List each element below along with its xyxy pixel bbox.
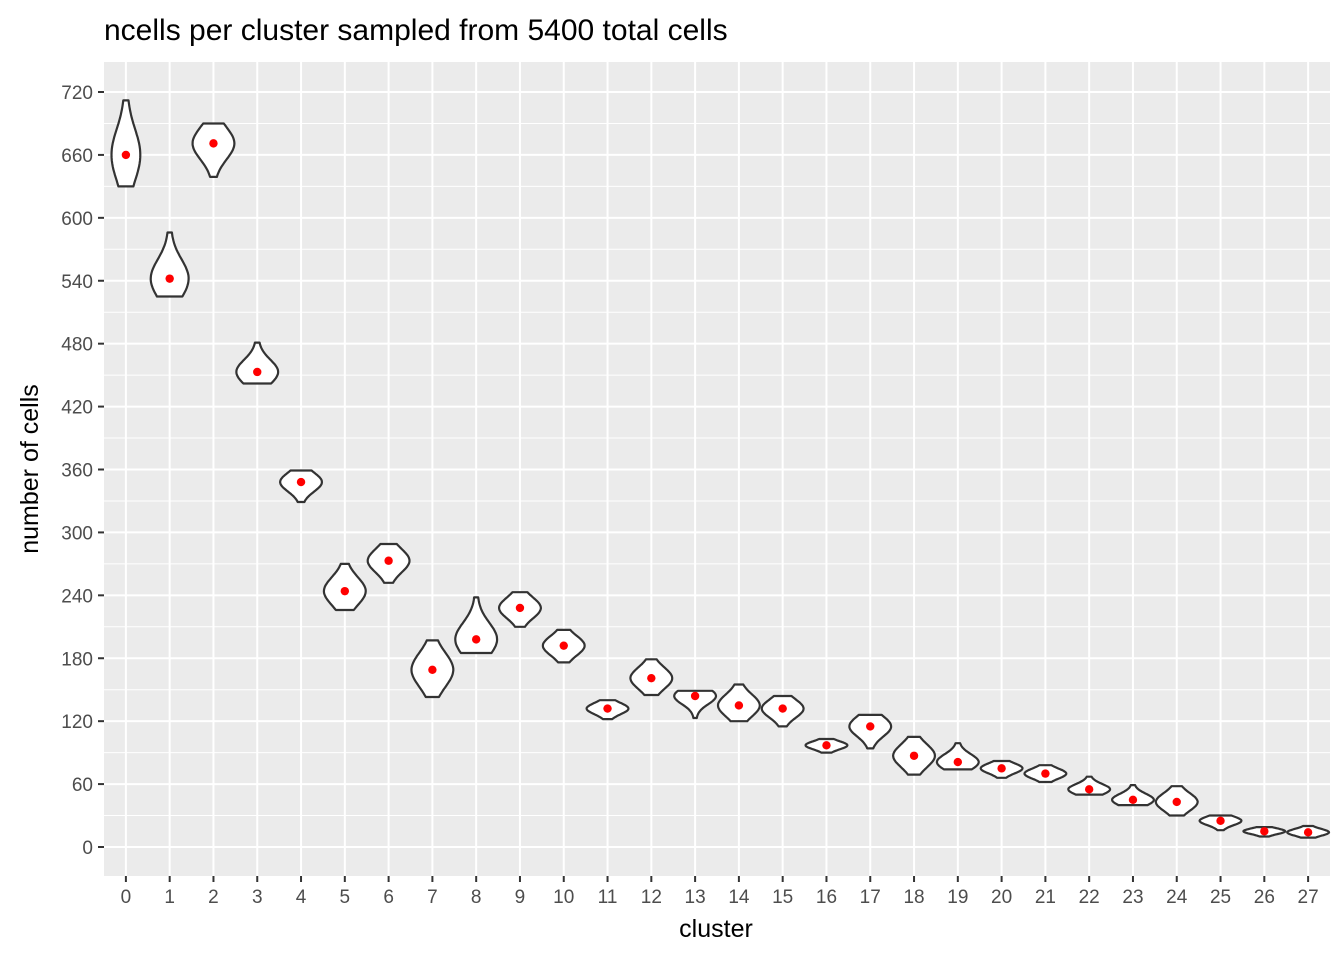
median-point-cluster-14 xyxy=(734,701,744,710)
x-tick-label: 17 xyxy=(860,887,881,908)
x-axis: 0 1 2 3 4 5 6 7 8 9 10 11 12 13 14 15 16 17 18 19 20 21 22 23 24… xyxy=(121,876,1319,908)
median-point-cluster-5 xyxy=(340,586,350,596)
violin-cluster-3 xyxy=(235,341,280,385)
median-point-cluster-9 xyxy=(515,603,525,613)
median-point-cluster-11 xyxy=(603,704,612,713)
median-point-cluster-13 xyxy=(690,691,700,701)
median-point-cluster-24 xyxy=(1172,797,1181,807)
x-tick-label: 22 xyxy=(1079,887,1100,908)
x-tick-label: 6 xyxy=(383,887,394,908)
x-tick-label: 3 xyxy=(252,887,263,908)
major-gridlines xyxy=(104,62,1330,876)
median-point-cluster-3 xyxy=(253,367,262,377)
median-point-cluster-10 xyxy=(559,641,568,650)
minor-gridlines xyxy=(104,122,1330,817)
median-point-cluster-1 xyxy=(165,274,174,283)
median-point-cluster-22 xyxy=(1084,785,1094,794)
x-tick-label: 25 xyxy=(1210,887,1231,908)
y-tick-label: 420 xyxy=(61,398,93,419)
median-point-cluster-26 xyxy=(1260,827,1269,836)
x-tick-label: 23 xyxy=(1122,887,1143,908)
x-tick-label: 18 xyxy=(903,887,924,908)
median-point-cluster-27 xyxy=(1303,828,1313,837)
violin-cluster-1 xyxy=(149,231,190,298)
x-tick-label: 0 xyxy=(121,887,132,908)
violin-cluster-13 xyxy=(673,689,718,720)
y-tick-label: 540 xyxy=(61,272,93,293)
median-point-cluster-25 xyxy=(1216,816,1225,825)
median-point-cluster-15 xyxy=(778,704,787,713)
x-tick-label: 27 xyxy=(1298,887,1319,908)
x-tick-label: 14 xyxy=(728,887,750,908)
x-tick-label: 10 xyxy=(553,887,574,908)
median-point-cluster-12 xyxy=(647,673,656,683)
median-point-cluster-4 xyxy=(296,477,306,487)
violin-cluster-0 xyxy=(110,99,142,188)
y-tick-label: 0 xyxy=(82,838,93,859)
x-tick-label: 15 xyxy=(772,887,793,908)
median-point-cluster-7 xyxy=(428,665,437,674)
median-point-cluster-8 xyxy=(471,635,481,644)
x-tick-label: 24 xyxy=(1166,887,1188,908)
y-tick-label: 300 xyxy=(61,523,93,544)
x-tick-label: 21 xyxy=(1035,887,1056,908)
x-tick-label: 4 xyxy=(296,887,307,908)
median-point-cluster-0 xyxy=(121,150,131,160)
violin-cluster-2 xyxy=(191,122,236,178)
point-layer xyxy=(121,139,1313,837)
x-tick-label: 26 xyxy=(1254,887,1275,908)
y-tick-label: 180 xyxy=(61,649,93,670)
chart-title: ncells per cluster sampled from 5400 tot… xyxy=(104,14,728,47)
y-tick-label: 60 xyxy=(72,775,93,796)
median-point-cluster-2 xyxy=(209,139,218,148)
y-tick-label: 480 xyxy=(61,335,93,356)
y-axis: 0 60 120 180 240 300 360 420 480 540 600 660 720 xyxy=(61,83,104,859)
x-tick-label: 2 xyxy=(208,887,219,908)
median-point-cluster-16 xyxy=(822,741,831,750)
x-tick-label: 7 xyxy=(427,887,438,908)
violin-cluster-23 xyxy=(1111,784,1155,807)
x-tick-label: 13 xyxy=(685,887,706,908)
y-tick-label: 240 xyxy=(61,586,93,607)
x-tick-label: 1 xyxy=(164,887,175,908)
median-point-cluster-18 xyxy=(909,751,919,760)
median-point-cluster-20 xyxy=(997,764,1006,773)
x-tick-label: 19 xyxy=(947,887,968,908)
median-point-cluster-21 xyxy=(1041,769,1050,778)
y-tick-label: 600 xyxy=(61,209,93,230)
y-tick-label: 660 xyxy=(61,146,93,167)
x-tick-label: 9 xyxy=(515,887,526,908)
x-tick-label: 8 xyxy=(471,887,482,908)
x-tick-label: 11 xyxy=(598,887,618,908)
y-axis-title: number of cells xyxy=(16,384,44,554)
x-tick-label: 12 xyxy=(641,887,662,908)
median-point-cluster-17 xyxy=(866,722,875,731)
x-tick-label: 16 xyxy=(816,887,837,908)
x-tick-label: 20 xyxy=(991,887,1012,908)
median-point-cluster-23 xyxy=(1128,795,1138,805)
x-axis-title: cluster xyxy=(679,915,753,943)
y-tick-label: 360 xyxy=(61,461,93,482)
y-tick-label: 720 xyxy=(61,83,93,104)
violin-cluster-17 xyxy=(848,713,893,750)
median-point-cluster-6 xyxy=(384,556,393,565)
y-tick-label: 120 xyxy=(61,712,93,733)
violin-cluster-19 xyxy=(935,742,980,771)
x-tick-label: 5 xyxy=(340,887,351,908)
violin-cluster-8 xyxy=(454,596,499,655)
median-point-cluster-19 xyxy=(953,757,963,767)
